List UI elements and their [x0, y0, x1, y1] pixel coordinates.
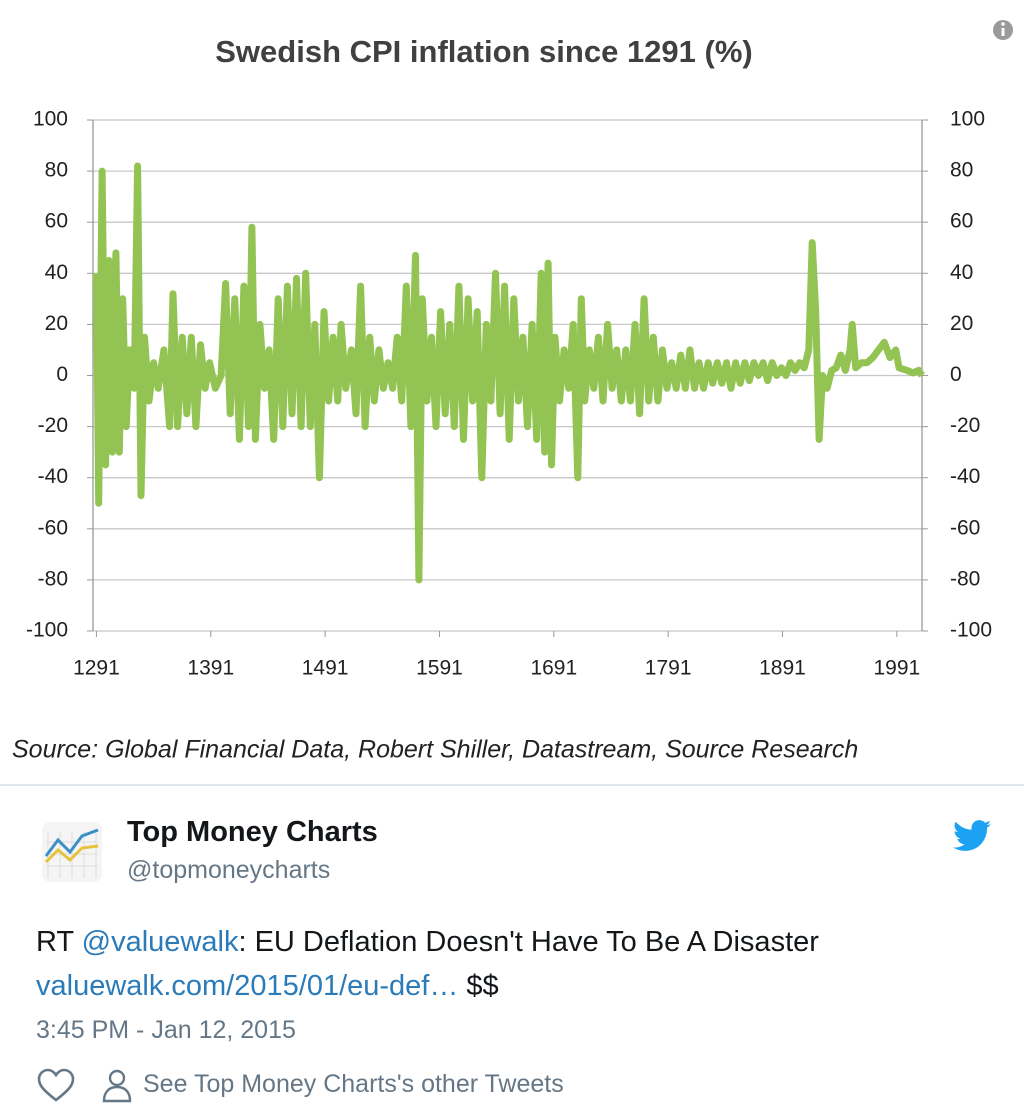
y2-tick-label: -60 — [950, 516, 980, 539]
x-tick-label: 1591 — [416, 657, 463, 680]
twitter-logo[interactable] — [953, 820, 991, 852]
y-tick-label: -20 — [38, 414, 68, 437]
text-suffix: $$ — [458, 970, 499, 1002]
text-body: : EU Deflation Doesn't Have To Be A Disa… — [238, 926, 819, 958]
author-name[interactable]: Top Money Charts — [127, 816, 378, 848]
chart-source: Source: Global Financial Data, Robert Sh… — [12, 736, 858, 764]
person-icon[interactable] — [101, 1068, 133, 1104]
y2-tick-label: -20 — [950, 414, 980, 437]
chart: Swedish CPI inflation since 1291 (%) Sou… — [0, 20, 1024, 786]
x-tick-label: 1891 — [759, 657, 806, 680]
y-tick-label: 40 — [45, 261, 68, 284]
tweet-time[interactable]: 3:45 PM - Jan 12, 2015 — [36, 1016, 296, 1044]
y2-tick-label: -100 — [950, 619, 992, 642]
y2-tick-label: 40 — [950, 261, 973, 284]
text-prefix: RT — [36, 926, 82, 958]
info-icon-bar — [1001, 28, 1005, 36]
x-tick-label: 1391 — [187, 657, 234, 680]
x-tick-label: 1791 — [645, 657, 692, 680]
y2-tick-label: 80 — [950, 159, 973, 182]
y-tick-label: 100 — [33, 108, 68, 131]
y-tick-label: 0 — [56, 363, 68, 386]
like-icon[interactable] — [37, 1068, 77, 1104]
avatar[interactable] — [42, 822, 102, 882]
x-tick-label: 1691 — [530, 657, 577, 680]
author-handle[interactable]: @topmoneycharts — [127, 856, 331, 884]
y-tick-label: 20 — [45, 312, 68, 335]
info-icon-dot — [1001, 22, 1005, 26]
y-tick-label: -40 — [38, 465, 68, 488]
y-tick-label: -60 — [38, 516, 68, 539]
y2-tick-label: -40 — [950, 465, 980, 488]
chart-title: Swedish CPI inflation since 1291 (%) — [215, 34, 752, 69]
x-tick-label: 1491 — [302, 657, 349, 680]
x-tick-label: 1291 — [73, 657, 120, 680]
y-tick-label: -100 — [26, 619, 68, 642]
other-tweets-link[interactable]: See Top Money Charts's other Tweets — [143, 1070, 564, 1098]
url-link[interactable]: valuewalk.com/2015/01/eu-def… — [36, 970, 459, 1002]
y-tick-label: -80 — [38, 567, 68, 590]
y-tick-label: 80 — [45, 159, 68, 182]
data-line — [92, 162, 925, 584]
y-tick-label: 60 — [45, 210, 68, 233]
y2-tick-label: 0 — [950, 363, 962, 386]
x-tick-label: 1991 — [873, 657, 920, 680]
tweet-text: RT @valuewalk: EU Deflation Doesn't Have… — [36, 920, 819, 1008]
y2-tick-label: 20 — [950, 312, 973, 335]
y2-tick-label: 100 — [950, 108, 985, 131]
mention-link[interactable]: @valuewalk — [81, 926, 239, 958]
y2-tick-label: 60 — [950, 210, 973, 233]
y2-tick-label: -80 — [950, 567, 980, 590]
